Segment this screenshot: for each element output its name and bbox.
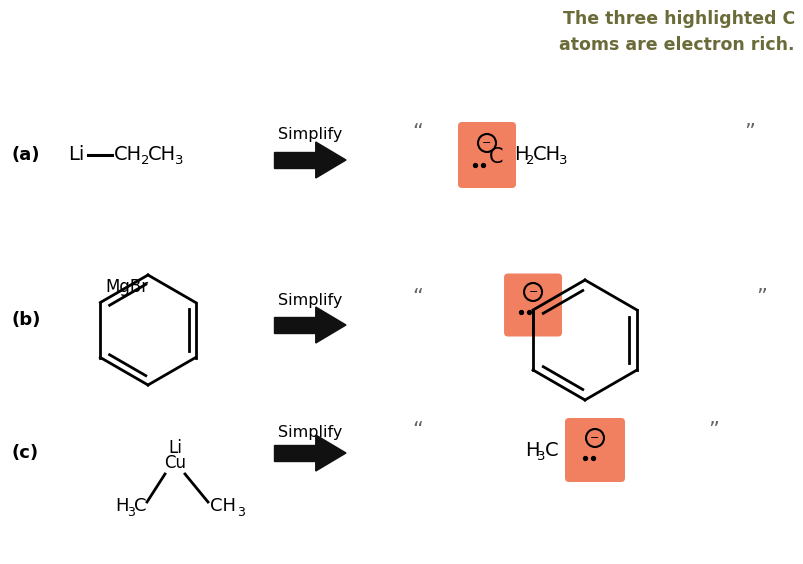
Polygon shape (316, 307, 345, 343)
Text: H: H (513, 146, 528, 165)
Text: MgBr: MgBr (105, 279, 149, 297)
Text: ”: ” (707, 421, 719, 441)
Text: 3: 3 (175, 155, 183, 168)
FancyBboxPatch shape (458, 122, 516, 188)
Text: C: C (544, 440, 558, 460)
Polygon shape (316, 435, 345, 471)
Bar (274, 446, 316, 461)
Text: −: − (482, 138, 491, 148)
Text: 3: 3 (558, 155, 567, 168)
Text: 3: 3 (127, 505, 135, 518)
Text: C: C (134, 497, 146, 515)
Text: CH: CH (210, 497, 236, 515)
Text: Li: Li (168, 439, 181, 457)
Text: H: H (524, 440, 539, 460)
Text: “: “ (412, 123, 423, 143)
Text: 2: 2 (525, 155, 534, 168)
Text: CH: CH (148, 146, 176, 165)
Text: The three highlighted C: The three highlighted C (562, 10, 794, 28)
Text: (b): (b) (12, 311, 41, 329)
Text: CH: CH (114, 146, 142, 165)
FancyBboxPatch shape (565, 418, 624, 482)
Text: ”: ” (756, 288, 767, 308)
Text: Cu: Cu (164, 454, 185, 472)
Text: (c): (c) (12, 444, 39, 462)
Text: Simplify: Simplify (278, 127, 342, 143)
Text: C: C (488, 147, 503, 167)
Text: 3: 3 (237, 505, 245, 518)
Text: ”: ” (744, 123, 755, 143)
Text: Simplify: Simplify (278, 425, 342, 440)
Text: (a): (a) (12, 146, 40, 164)
Text: H: H (115, 497, 128, 515)
Text: CH: CH (532, 146, 560, 165)
Text: “: “ (412, 421, 423, 441)
FancyBboxPatch shape (503, 274, 561, 337)
Text: 2: 2 (141, 155, 149, 168)
Text: −: − (589, 433, 599, 443)
Bar (274, 318, 316, 333)
Text: Li: Li (68, 146, 84, 165)
Text: −: − (528, 287, 537, 297)
Text: “: “ (412, 288, 423, 308)
Bar (274, 152, 316, 168)
Text: Simplify: Simplify (278, 293, 342, 307)
Text: 3: 3 (536, 450, 544, 462)
Polygon shape (316, 142, 345, 178)
Text: atoms are electron rich.: atoms are electron rich. (559, 36, 794, 54)
